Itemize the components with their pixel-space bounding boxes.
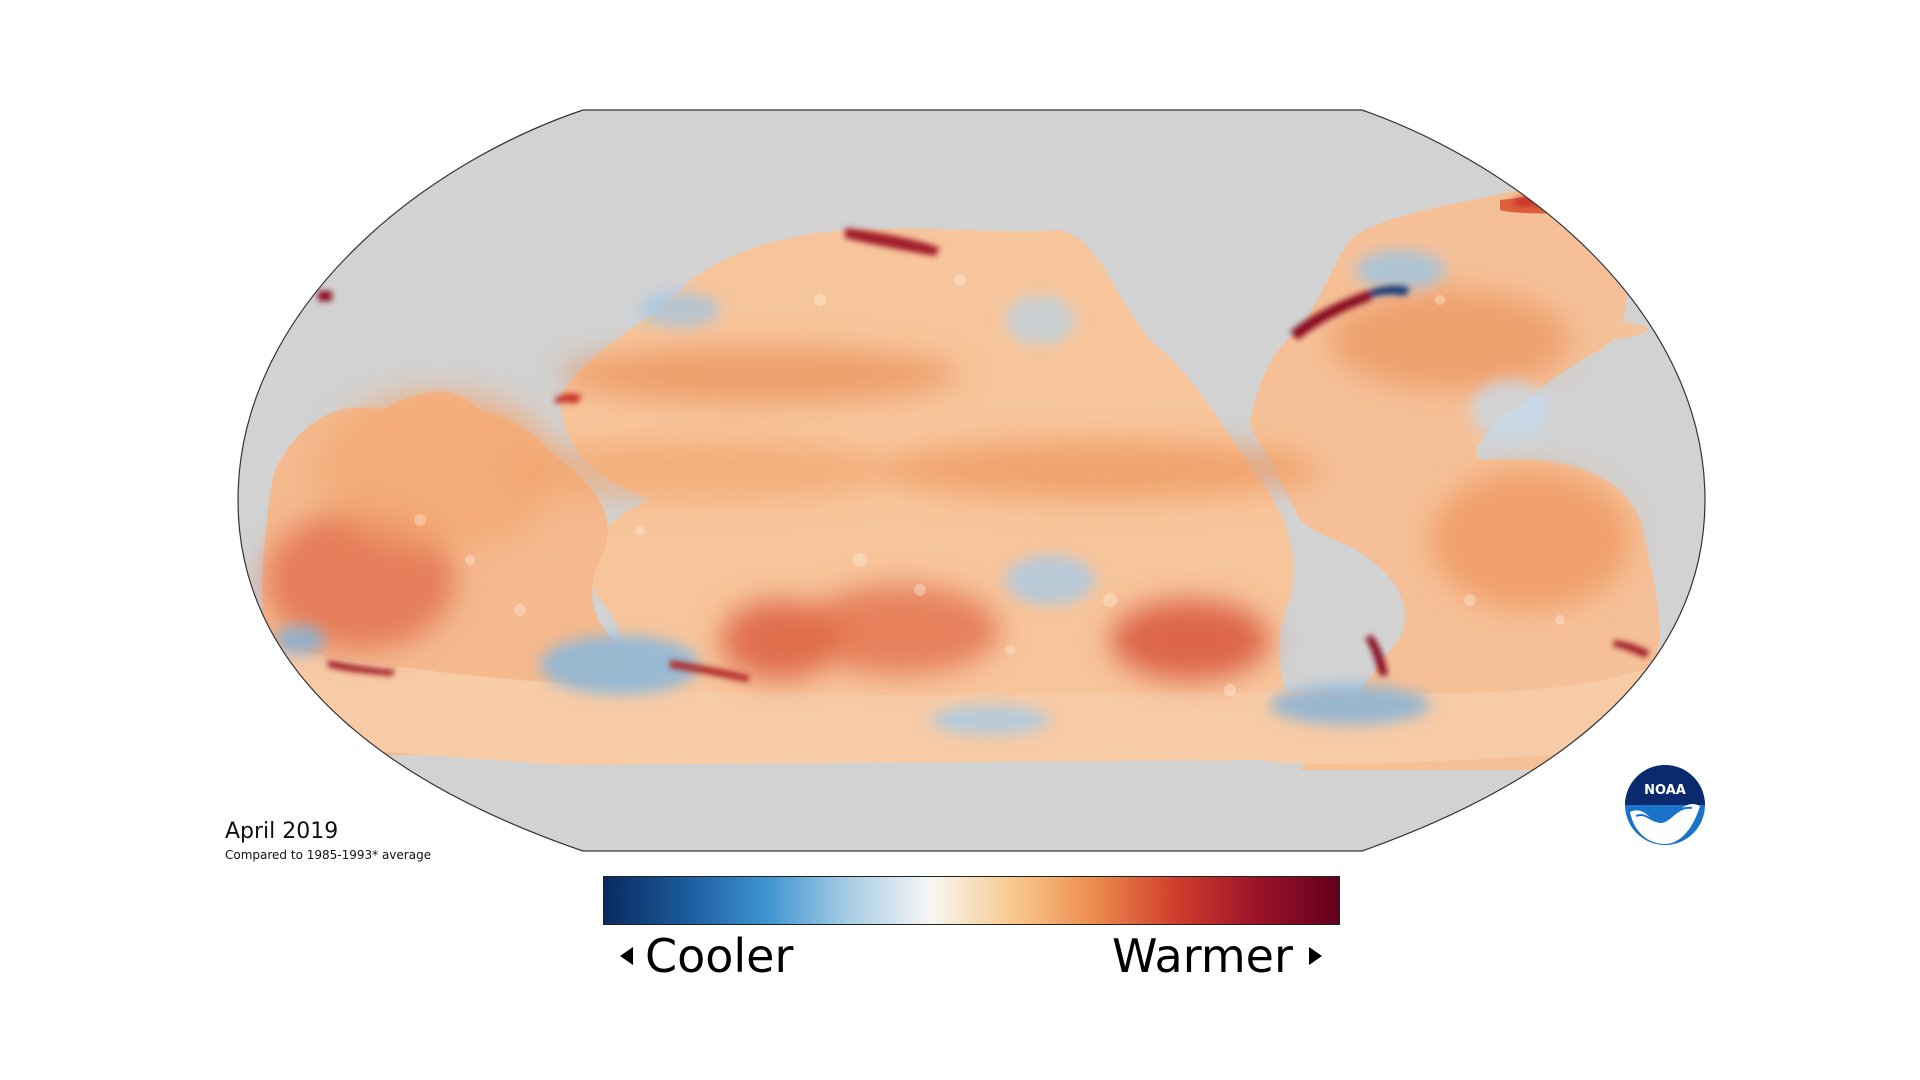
baseline-note: Compared to 1985-1993* average [225,848,432,862]
cooler-label: Cooler [645,929,794,983]
arrow-left-icon [620,947,633,965]
map-date: April 2019 [225,819,339,844]
texture-noise [414,274,1565,696]
warm-anomalies [265,290,1630,680]
color-scale-bar [603,876,1340,925]
noaa-logo-icon: NOAA [1623,763,1707,847]
legend-cooler: Cooler [620,928,793,984]
legend-warmer: Warmer [1112,928,1322,984]
noaa-logo-text: NOAA [1644,783,1686,798]
map-outline [237,109,1706,852]
arrow-right-icon [1308,947,1322,965]
southern-ocean [250,640,1700,765]
mediterranean-sea [1545,317,1650,340]
warmer-label: Warmer [1112,929,1293,983]
cool-anomalies [275,250,1550,735]
